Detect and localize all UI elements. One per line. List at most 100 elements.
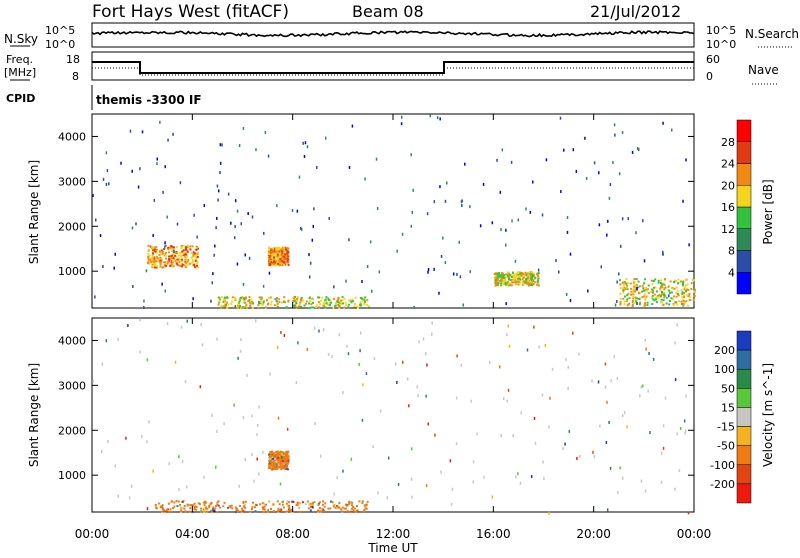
scatter-point bbox=[624, 411, 626, 415]
echo-point bbox=[171, 265, 174, 268]
echo-point bbox=[632, 299, 635, 302]
echo-point bbox=[189, 507, 192, 510]
echo-point bbox=[366, 306, 369, 309]
nsky-tick-bottom: 10^0 bbox=[45, 38, 75, 51]
echo-point bbox=[156, 265, 159, 268]
scatter-point bbox=[304, 141, 307, 145]
scatter-point bbox=[616, 376, 619, 380]
echo-point bbox=[274, 262, 277, 265]
echo-point bbox=[227, 303, 230, 306]
scatter-point bbox=[361, 418, 364, 422]
colorbar-tick-label: 100 bbox=[714, 363, 735, 376]
scatter-point bbox=[102, 265, 104, 269]
echo-point bbox=[179, 251, 182, 254]
echo-point bbox=[284, 458, 287, 461]
echo-point bbox=[152, 250, 155, 253]
echo-point bbox=[271, 248, 274, 251]
echo-point bbox=[184, 260, 187, 263]
echo-point bbox=[328, 298, 331, 301]
echo-point bbox=[167, 247, 170, 250]
echo-point bbox=[277, 262, 280, 265]
echo-point bbox=[151, 252, 154, 255]
echo-point bbox=[304, 503, 307, 506]
echo-point bbox=[317, 301, 320, 304]
echo-point bbox=[278, 298, 281, 301]
echo-point bbox=[523, 274, 526, 277]
colorbar-swatch bbox=[736, 407, 752, 427]
echo-point bbox=[497, 284, 500, 287]
echo-point bbox=[531, 271, 534, 274]
echo-point bbox=[507, 277, 510, 280]
echo-point bbox=[281, 263, 284, 266]
scatter-point bbox=[499, 190, 502, 194]
echo-point bbox=[283, 461, 286, 464]
echo-point bbox=[288, 509, 291, 512]
echo-point bbox=[685, 284, 688, 287]
echo-point bbox=[151, 256, 154, 259]
scatter-point bbox=[621, 217, 624, 221]
echo-point bbox=[151, 246, 154, 249]
echo-point bbox=[494, 279, 497, 282]
echo-point bbox=[184, 252, 187, 255]
echo-point bbox=[287, 459, 290, 462]
echo-point bbox=[271, 263, 274, 266]
echo-point bbox=[515, 272, 518, 275]
echo-point bbox=[322, 304, 325, 307]
station-title: Fort Hays West (fitACF) bbox=[92, 2, 289, 22]
scatter-point bbox=[671, 128, 673, 132]
echo-point bbox=[274, 298, 277, 301]
echo-point bbox=[179, 507, 182, 510]
echo-point bbox=[244, 296, 247, 299]
echo-point bbox=[267, 253, 270, 256]
echo-point bbox=[347, 303, 350, 306]
scatter-point bbox=[604, 385, 607, 389]
echo-point bbox=[239, 304, 242, 307]
echo-point bbox=[195, 248, 198, 251]
colorbar-tick-label: 200 bbox=[714, 344, 735, 357]
echo-point bbox=[633, 280, 636, 283]
echo-point bbox=[303, 304, 306, 307]
echo-point bbox=[217, 504, 220, 507]
echo-point bbox=[273, 304, 276, 307]
echo-point bbox=[659, 287, 662, 290]
scatter-point bbox=[248, 256, 251, 260]
echo-point bbox=[167, 502, 170, 505]
echo-point bbox=[366, 303, 369, 306]
echo-point bbox=[502, 278, 505, 281]
scatter-point bbox=[178, 488, 180, 492]
echo-point bbox=[155, 260, 158, 263]
echo-point bbox=[237, 304, 240, 307]
echo-point bbox=[275, 300, 278, 303]
echo-point bbox=[619, 302, 622, 305]
scatter-point bbox=[569, 252, 572, 256]
echo-point bbox=[663, 283, 666, 286]
nave-label: Nave bbox=[748, 63, 779, 77]
colorbar-tick-label: -15 bbox=[717, 421, 735, 434]
freq-tick-bottom: 8 bbox=[72, 70, 79, 83]
scatter-point bbox=[455, 442, 458, 446]
scatter-point bbox=[541, 213, 544, 217]
echo-point bbox=[168, 246, 171, 249]
scatter-point bbox=[256, 433, 258, 437]
scatter-point bbox=[219, 161, 222, 165]
scatter-point bbox=[94, 218, 97, 222]
scatter-point bbox=[186, 319, 188, 323]
echo-point bbox=[148, 261, 151, 264]
echo-point bbox=[158, 259, 161, 262]
echo-point bbox=[239, 504, 242, 507]
scatter-point bbox=[639, 394, 641, 398]
echo-point bbox=[180, 247, 183, 250]
echo-point bbox=[675, 295, 678, 298]
echo-point bbox=[526, 283, 529, 286]
echo-point bbox=[222, 505, 225, 508]
echo-point bbox=[153, 248, 156, 251]
echo-point bbox=[537, 283, 540, 286]
echo-point bbox=[150, 260, 153, 263]
echo-point bbox=[682, 294, 685, 297]
echo-point bbox=[641, 296, 644, 299]
echo-point bbox=[662, 299, 665, 302]
colorbar-tick-label: 50 bbox=[721, 382, 735, 395]
echo-point bbox=[675, 292, 678, 295]
echo-point bbox=[281, 459, 284, 462]
